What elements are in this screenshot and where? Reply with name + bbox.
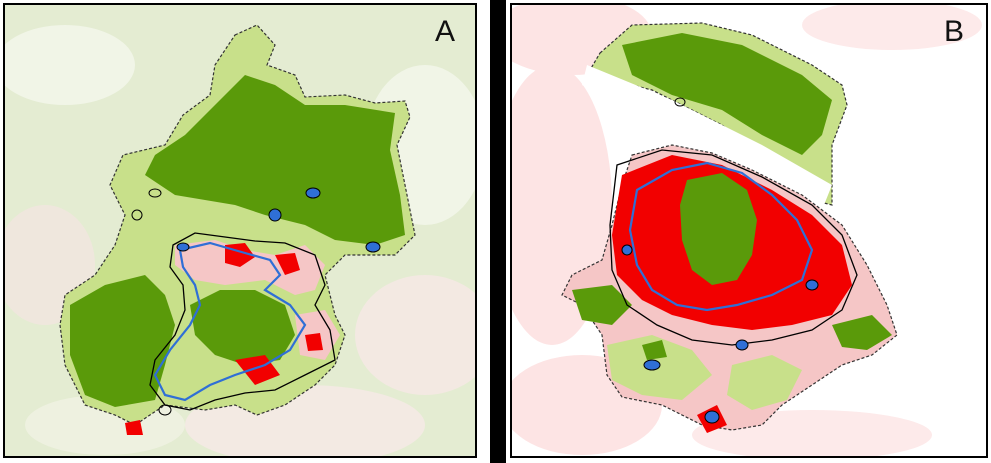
panel-divider: [490, 0, 506, 463]
urban-green-core-b: [680, 173, 757, 285]
forest-north-a: [145, 75, 405, 245]
forest-southwest-a: [70, 275, 175, 407]
urban-boundary-black-b: [609, 149, 858, 346]
southern-fields-b: [572, 285, 892, 433]
map-panel-b: B: [510, 3, 988, 458]
island-forest-b: [622, 33, 832, 155]
river-channel-b: [582, 65, 832, 210]
urban-boundary-blue-b: [628, 161, 814, 312]
map-b-canvas: [512, 5, 986, 456]
map-panel-a: A: [3, 3, 477, 458]
map-a-canvas: [5, 5, 475, 456]
urban-boundary-black-a: [149, 232, 336, 411]
urban-boundary-blue-a: [153, 241, 307, 402]
panel-label-b: B: [943, 15, 964, 48]
urban-core-a: [190, 290, 295, 365]
panel-label-a: A: [434, 15, 455, 48]
urban-expansion-a: [125, 240, 340, 435]
satellite-patches-b: [621, 97, 819, 424]
satellite-patches-a: [131, 187, 381, 416]
